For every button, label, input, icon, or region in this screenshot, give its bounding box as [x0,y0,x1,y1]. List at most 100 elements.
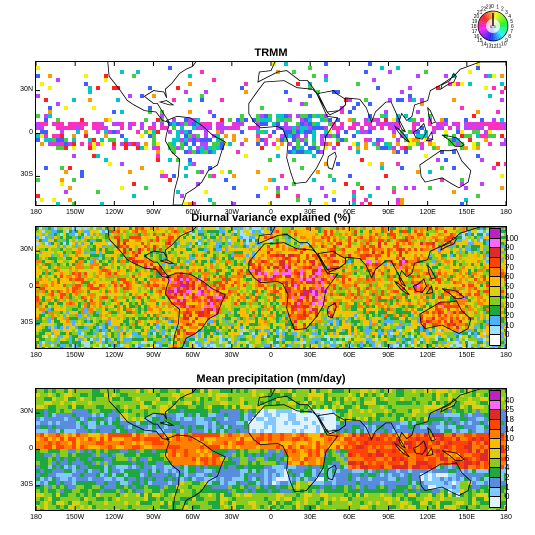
map-cell [402,233,405,236]
map-cell [78,299,81,302]
map-cell [126,281,129,284]
map-cell [321,251,324,254]
map-cell [213,302,216,305]
map-cell [426,236,429,239]
map-cell [147,269,150,272]
map-cell [66,299,69,302]
map-cell [212,146,216,150]
map-cell [456,138,460,142]
map-cell [186,248,189,251]
map-cell [369,257,372,260]
map-cell [369,299,372,302]
map-cell [54,296,57,299]
map-cell [237,272,240,275]
map-cell [252,126,256,130]
map-cell [396,245,399,248]
map-cell [300,118,304,122]
map-cell [303,236,306,239]
map-cell [324,230,327,233]
map-cell [90,242,93,245]
map-cell [399,227,402,230]
map-cell [438,239,441,242]
map-cell [342,254,345,257]
map-cell [150,272,153,275]
map-cell [423,248,426,251]
map-cell [81,302,84,305]
map-cell [303,275,306,278]
map-cell [384,245,387,248]
map-cell [368,130,372,134]
map-cell [390,248,393,251]
map-cell [40,126,44,130]
map-cell [96,142,100,146]
map-cell [129,266,132,269]
map-cell [138,251,141,254]
map-cell [147,248,150,251]
map-cell [222,236,225,239]
map-cell [99,275,102,278]
map-cell [140,126,144,130]
map-cell [372,142,376,146]
map-cell [402,266,405,269]
map-cell [111,278,114,281]
map-cell [279,263,282,266]
map-cell [249,278,252,281]
map-cell [96,275,99,278]
map-cell [200,94,204,98]
map-cell [45,299,48,302]
map-cell [180,251,183,254]
map-cell [270,239,273,242]
map-cell [315,266,318,269]
map-cell [351,278,354,281]
map-cell [132,302,135,305]
map-cell [210,272,213,275]
map-cell [93,299,96,302]
map-cell [453,281,456,284]
map-cell [417,263,420,266]
map-cell [392,130,396,134]
map-cell [186,227,189,230]
map-cell [333,281,336,284]
map-cell [188,82,192,86]
map-cell [438,230,441,233]
map-cell [198,227,201,230]
map-cell [171,245,174,248]
map-cell [272,130,276,134]
map-cell [444,266,447,269]
map-cell [195,302,198,305]
map-cell [435,251,438,254]
map-cell [80,126,84,130]
panel2-title: Diurnal variance explained (%) [191,212,351,224]
map-cell [342,242,345,245]
map-cell [360,269,363,272]
map-cell [195,293,198,296]
map-cell [330,269,333,272]
map-cell [111,290,114,293]
map-cell [342,296,345,299]
map-cell [300,150,304,154]
map-cell [210,236,213,239]
map-cell [120,248,123,251]
map-cell [288,287,291,290]
map-cell [330,233,333,236]
map-cell [246,254,249,257]
map-cell [138,266,141,269]
map-cell [68,166,72,170]
map-cell [234,254,237,257]
map-cell [105,239,108,242]
map-cell [243,257,246,260]
map-cell [156,257,159,260]
map-cell [294,254,297,257]
map-cell [357,290,360,293]
map-cell [225,293,228,296]
map-cell [480,233,483,236]
map-cell [195,260,198,263]
map-cell [204,138,208,142]
map-cell [186,299,189,302]
map-cell [432,278,435,281]
map-cell [464,126,468,130]
map-cell [408,284,411,287]
map-cell [168,257,171,260]
map-cell [210,269,213,272]
map-cell [332,146,336,150]
